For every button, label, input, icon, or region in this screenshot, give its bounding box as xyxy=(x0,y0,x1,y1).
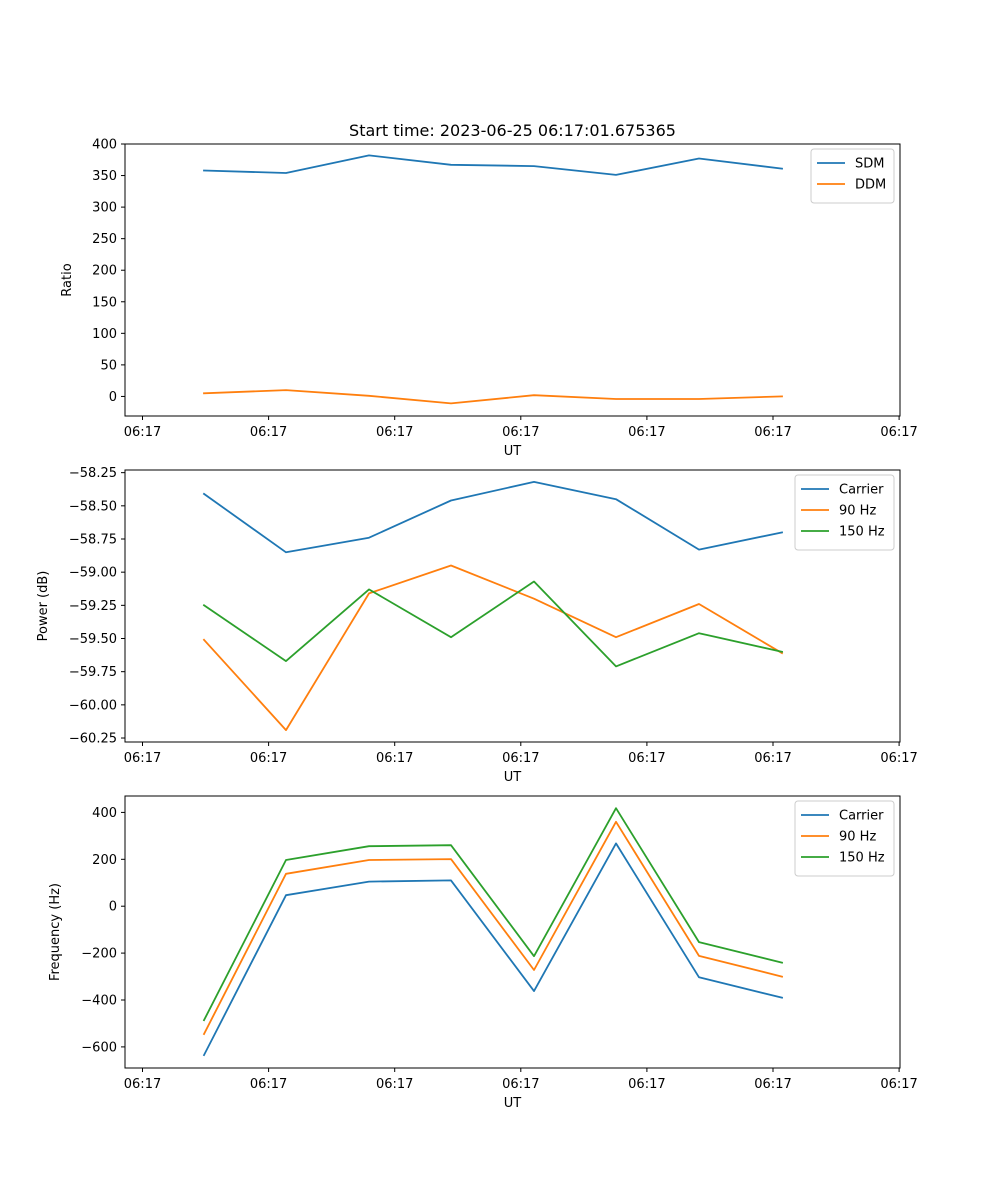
power-legend-label: Carrier xyxy=(839,483,884,498)
frequency-y-tick-label: 200 xyxy=(92,853,117,868)
figure-title: Start time: 2023-06-25 06:17:01.675365 xyxy=(349,121,676,140)
ratio-y-tick-label: 250 xyxy=(92,232,117,247)
power-y-tick-label: −60.00 xyxy=(69,698,117,713)
frequency-legend-label: 90 Hz xyxy=(839,830,876,845)
ratio-legend-label: SDM xyxy=(855,157,884,172)
ratio-x-tick-label: 06:17 xyxy=(754,425,791,440)
ratio-panel: 06:17 06:17 06:17 06:17 06:17 06:17 06:17 400 35… xyxy=(60,138,918,460)
power-x-tick-label: 06:17 xyxy=(124,751,161,766)
ratio-x-tick-label: 06:17 xyxy=(502,425,539,440)
power-y-tick-label: −59.50 xyxy=(69,632,117,647)
ratio-x-tick-label: 06:17 xyxy=(628,425,665,440)
power-series-150-hz-line xyxy=(202,580,784,668)
frequency-x-tick-label: 06:17 xyxy=(502,1077,539,1092)
power-axes-frame xyxy=(124,469,901,743)
power-y-tick-label: −58.25 xyxy=(69,466,117,481)
ratio-y-tick-label: 150 xyxy=(92,295,117,310)
frequency-x-tick-label: 06:17 xyxy=(376,1077,413,1092)
ratio-axes-frame xyxy=(124,143,901,417)
power-y-tick-label: −59.25 xyxy=(69,599,117,614)
power-x-tick-label: 06:17 xyxy=(502,751,539,766)
power-series-90-hz-line xyxy=(202,564,784,731)
power-x-tick-label: 06:17 xyxy=(880,751,917,766)
power-panel: 06:17 06:17 06:17 06:17 06:17 06:17 06:17 −58.2… xyxy=(36,466,918,785)
frequency-y-tick-label: −400 xyxy=(81,994,117,1009)
power-series-carrier-line xyxy=(202,480,784,554)
ratio-series-ddm-line xyxy=(203,389,783,405)
frequency-x-tick-label: 06:17 xyxy=(250,1077,287,1092)
power-legend-label: 150 Hz xyxy=(839,525,885,540)
ratio-x-tick-label: 06:17 xyxy=(124,425,161,440)
power-x-tick-label: 06:17 xyxy=(376,751,413,766)
power-x-tick-label: 06:17 xyxy=(754,751,791,766)
ratio-y-tick-label: 50 xyxy=(100,358,117,373)
frequency-x-tick-label: 06:17 xyxy=(754,1077,791,1092)
ratio-y-tick-label: 200 xyxy=(92,264,117,279)
frequency-series-carrier-line xyxy=(202,842,784,1057)
power-x-axis-label: UT xyxy=(504,770,522,785)
ratio-y-tick-label: 300 xyxy=(92,201,117,216)
frequency-series-150-hz-line xyxy=(202,807,784,1022)
ratio-y-axis-label: Ratio xyxy=(60,263,75,296)
frequency-panel: 06:17 06:17 06:17 06:17 06:17 06:17 06:17 400 20… xyxy=(48,795,918,1111)
frequency-y-tick-label: −200 xyxy=(81,947,117,962)
power-y-tick-label: −58.75 xyxy=(69,532,117,547)
ratio-legend-label: DDM xyxy=(855,178,886,193)
frequency-legend-label: Carrier xyxy=(839,809,884,824)
frequency-y-axis-label: Frequency (Hz) xyxy=(48,883,63,981)
power-y-tick-label: −59.75 xyxy=(69,665,117,680)
ratio-y-tick-label: 0 xyxy=(109,390,117,405)
power-x-tick-label: 06:17 xyxy=(628,751,665,766)
frequency-x-axis-label: UT xyxy=(504,1096,522,1111)
frequency-y-tick-label: 0 xyxy=(109,900,117,915)
frequency-series-90-hz-line xyxy=(202,820,784,1036)
power-y-tick-label: −58.50 xyxy=(69,499,117,514)
frequency-legend-label: 150 Hz xyxy=(839,851,885,866)
power-legend-label: 90 Hz xyxy=(839,504,876,519)
ratio-y-tick-label: 400 xyxy=(92,138,117,153)
frequency-y-tick-label: 400 xyxy=(92,806,117,821)
frequency-axes-frame xyxy=(124,795,901,1069)
frequency-x-tick-label: 06:17 xyxy=(628,1077,665,1092)
frequency-y-tick-label: −600 xyxy=(81,1040,117,1055)
power-x-tick-label: 06:17 xyxy=(250,751,287,766)
ratio-y-tick-label: 100 xyxy=(92,327,117,342)
frequency-x-tick-label: 06:17 xyxy=(880,1077,917,1092)
power-y-axis-label: Power (dB) xyxy=(36,571,51,642)
ratio-y-tick-label: 350 xyxy=(92,169,117,184)
power-y-tick-label: −60.25 xyxy=(69,732,117,747)
frequency-x-tick-label: 06:17 xyxy=(124,1077,161,1092)
ratio-x-axis-label: UT xyxy=(504,444,522,459)
ratio-x-tick-label: 06:17 xyxy=(376,425,413,440)
ratio-x-tick-label: 06:17 xyxy=(880,425,917,440)
ratio-x-tick-label: 06:17 xyxy=(250,425,287,440)
ratio-series-sdm-line xyxy=(203,154,784,176)
power-y-tick-label: −59.00 xyxy=(69,566,117,581)
